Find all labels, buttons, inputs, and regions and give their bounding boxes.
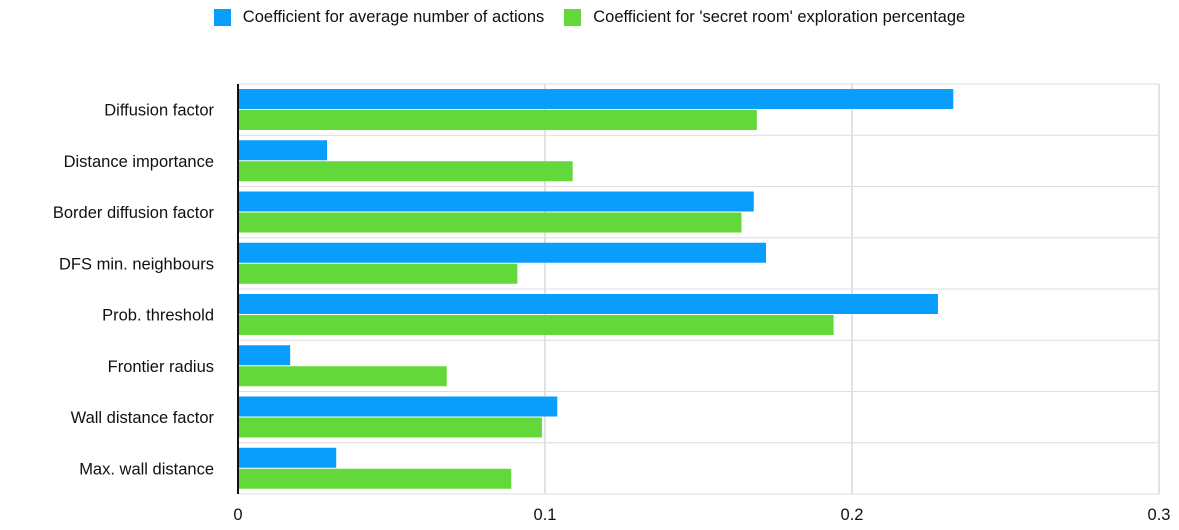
category-label: Prob. threshold: [102, 307, 214, 325]
category-label: DFS min. neighbours: [59, 255, 214, 273]
legend-item-actions: Coefficient for average number of action…: [213, 8, 545, 27]
legend-label-actions: Coefficient for average number of action…: [242, 8, 545, 26]
x-tick-label: 0: [233, 506, 242, 524]
bar-actions: [238, 89, 954, 109]
legend-item-secret-room: Coefficient for 'secret room' exploratio…: [564, 8, 965, 27]
legend-label-secret-room: Coefficient for 'secret room' exploratio…: [593, 8, 966, 26]
category-label: Diffusion factor: [104, 102, 214, 120]
bar-secret-room: [238, 468, 512, 489]
bar-secret-room: [238, 161, 573, 182]
bar-actions: [238, 242, 767, 263]
bar-secret-room: [238, 263, 518, 284]
category-label: Wall distance factor: [71, 409, 215, 427]
bar-actions: [238, 294, 938, 314]
bar-secret-room: [238, 366, 447, 387]
bar-actions: [238, 140, 328, 161]
category-label: Max. wall distance: [79, 460, 214, 478]
bar-secret-room: [238, 315, 834, 335]
x-tick-label: 0.1: [534, 506, 557, 524]
legend-swatch-actions: [213, 9, 231, 26]
x-tick-label: 0.3: [1148, 506, 1171, 524]
bar-secret-room: [238, 212, 742, 233]
legend-swatch-secret-room: [564, 9, 582, 26]
bar-secret-room: [238, 417, 542, 438]
category-label: Distance importance: [64, 153, 214, 171]
x-tick-label: 0.2: [841, 506, 864, 524]
category-label: Frontier radius: [108, 358, 214, 376]
category-label: Border diffusion factor: [53, 204, 215, 222]
bar-actions: [238, 191, 754, 212]
bar-secret-room: [238, 110, 757, 130]
bar-actions: [238, 396, 558, 417]
legend: Coefficient for average number of action…: [0, 8, 1179, 27]
bar-actions: [238, 345, 291, 366]
bar-actions: [238, 447, 337, 468]
